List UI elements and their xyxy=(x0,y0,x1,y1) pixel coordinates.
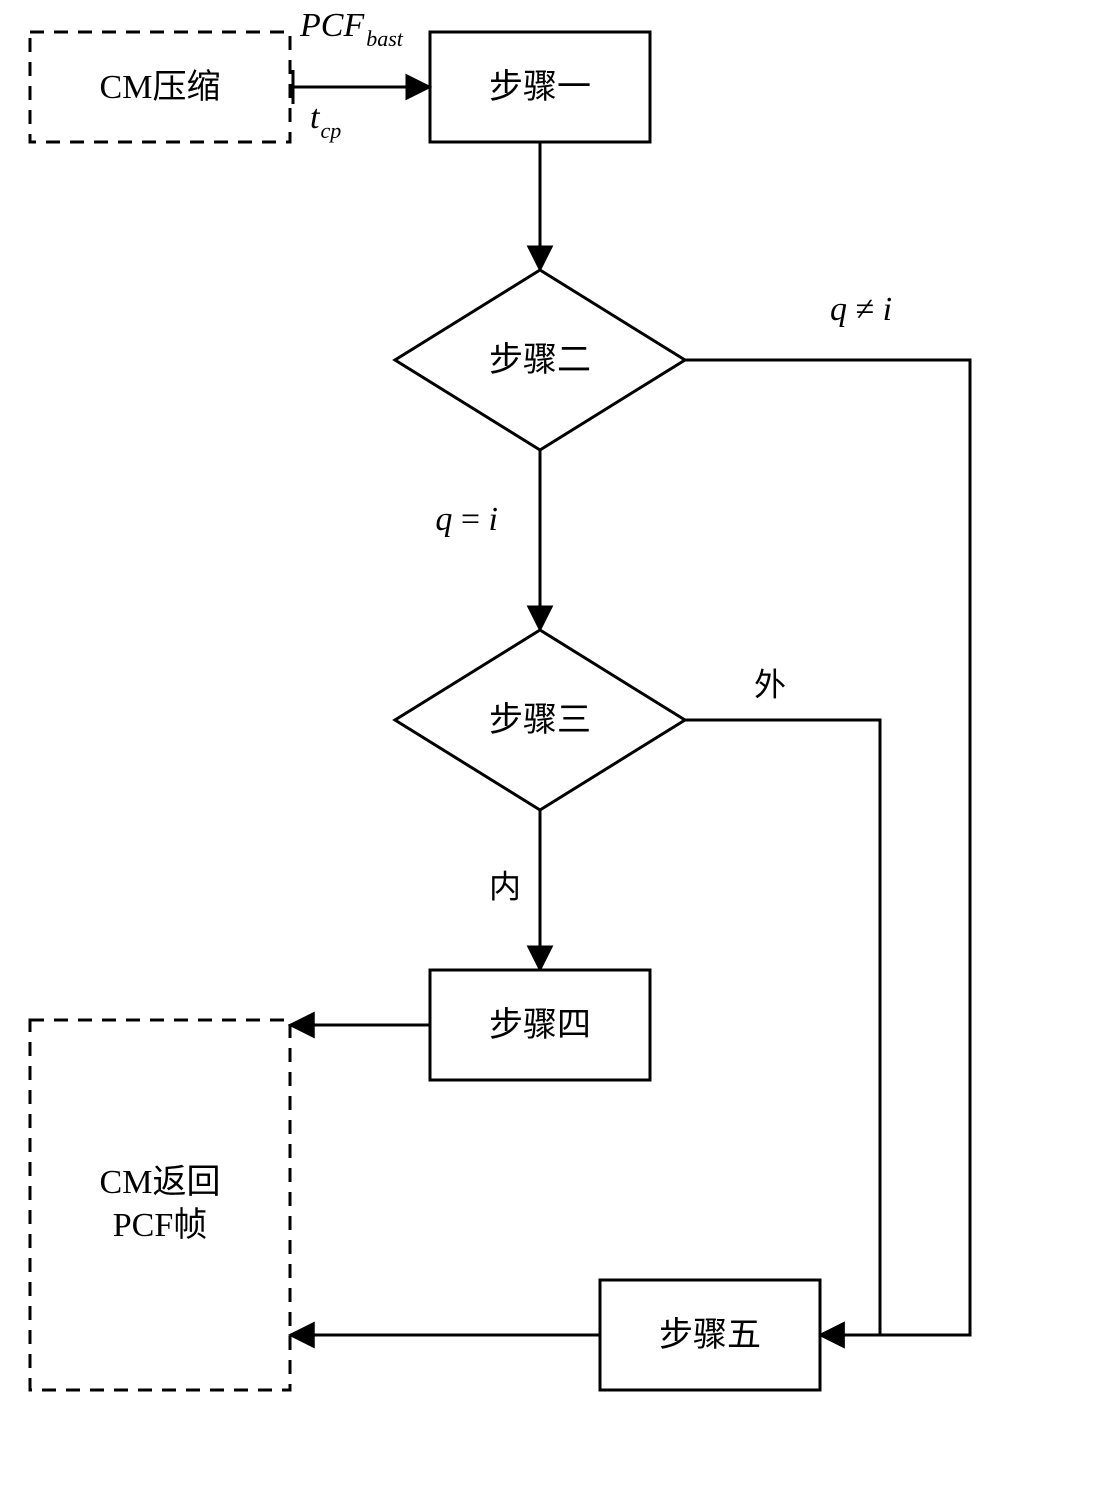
flowchart-canvas: CM压缩 步骤一 PCFbast tcp 步骤二 q = i q ≠ i 步骤三… xyxy=(0,0,1100,1495)
label-step5: 步骤五 xyxy=(659,1316,761,1354)
label-step4: 步骤四 xyxy=(489,1006,591,1044)
edge-label-tcp: tcp xyxy=(310,99,341,143)
edge-label-nei: 内 xyxy=(489,868,521,904)
edge-label-pcf: PCFbast xyxy=(299,7,404,51)
edge-label-q-ne-i: q ≠ i xyxy=(830,291,892,328)
node-cm-return xyxy=(30,1020,290,1390)
label-cm-return-line2: PCF帧 xyxy=(113,1206,208,1244)
label-cm-compress: CM压缩 xyxy=(100,68,221,106)
edge-label-wai: 外 xyxy=(754,666,786,702)
label-cm-return-line1: CM返回 xyxy=(100,1164,221,1201)
edge-step2-right xyxy=(685,360,970,1335)
label-step3: 步骤三 xyxy=(489,701,591,739)
edge-step3-right xyxy=(685,720,880,1335)
label-step1: 步骤一 xyxy=(489,68,591,106)
label-step2: 步骤二 xyxy=(489,341,591,379)
edge-label-q-eq-i: q = i xyxy=(435,501,498,538)
